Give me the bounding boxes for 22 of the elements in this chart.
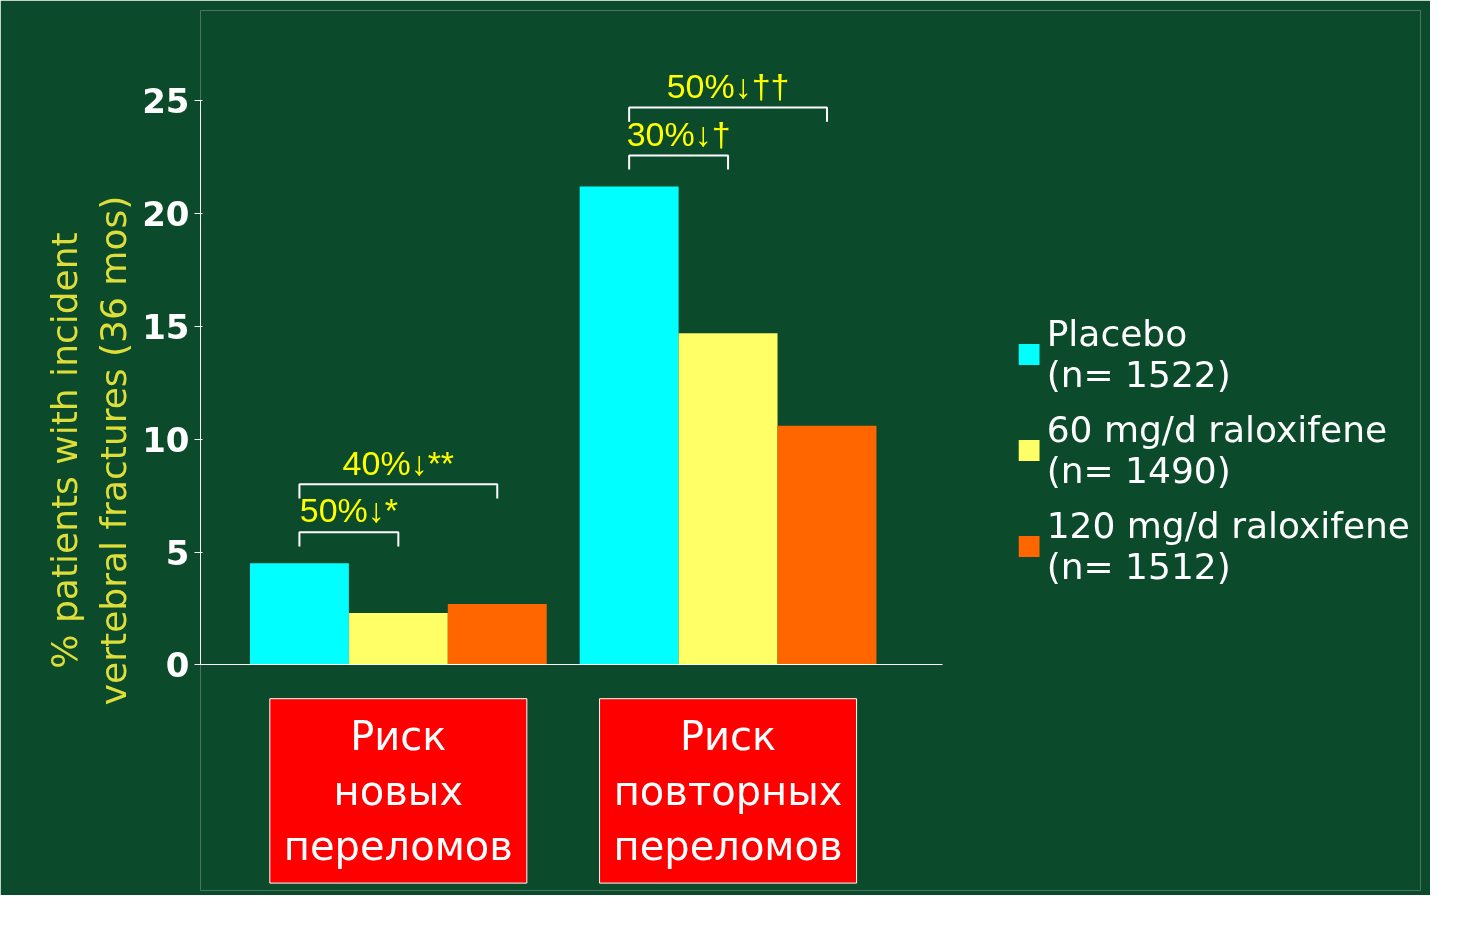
annotation: 30%↓† xyxy=(626,114,731,153)
y-tick-label: 15 xyxy=(142,306,190,347)
x-tick-label: Риск новых переломов xyxy=(283,712,513,870)
annotation: 50%↓* xyxy=(299,491,399,530)
legend-label: Placebo (n= 1522) xyxy=(1046,313,1231,395)
legend-label: 120 mg/d raloxifene (n= 1512) xyxy=(1046,505,1410,587)
annotation: 50%↓†† xyxy=(666,66,790,105)
y-tick-label: 5 xyxy=(165,532,190,573)
bar xyxy=(678,333,778,665)
x-tick-label: Риск повторных переломов xyxy=(613,712,843,870)
bar xyxy=(348,612,448,665)
y-tick-label: 25 xyxy=(142,81,190,122)
y-tick-label: 0 xyxy=(165,645,190,686)
bar xyxy=(579,186,679,665)
bar xyxy=(447,603,547,665)
y-tick-label: 10 xyxy=(142,419,190,460)
bar xyxy=(249,563,349,665)
y-tick-label: 20 xyxy=(142,194,190,235)
y-axis-title: % patients with incident vertebral fractures (36 mos) xyxy=(43,195,135,706)
bar xyxy=(777,425,877,665)
legend-label: 60 mg/d raloxifene (n= 1490) xyxy=(1046,409,1388,491)
annotation: 40%↓** xyxy=(342,443,455,482)
